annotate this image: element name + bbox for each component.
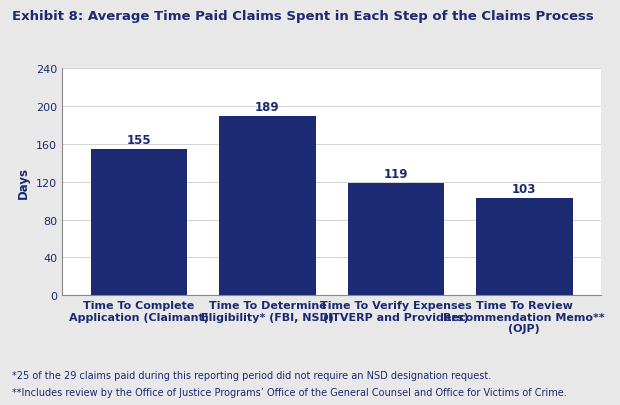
Text: *25 of the 29 claims paid during this reporting period did not require an NSD de: *25 of the 29 claims paid during this re… <box>12 371 492 381</box>
Bar <box>91 149 187 296</box>
Bar <box>476 198 572 296</box>
Text: Exhibit 8: Average Time Paid Claims Spent in Each Step of the Claims Process: Exhibit 8: Average Time Paid Claims Spen… <box>12 10 594 23</box>
Bar <box>348 183 444 296</box>
Text: **Includes review by the Office of Justice Programs’ Office of the General Couns: **Includes review by the Office of Justi… <box>12 387 567 397</box>
Y-axis label: Days: Days <box>17 166 30 198</box>
Text: 119: 119 <box>384 167 408 180</box>
Text: 155: 155 <box>126 133 151 146</box>
Text: 103: 103 <box>512 183 536 196</box>
Bar <box>219 117 316 296</box>
Text: 189: 189 <box>255 101 280 114</box>
